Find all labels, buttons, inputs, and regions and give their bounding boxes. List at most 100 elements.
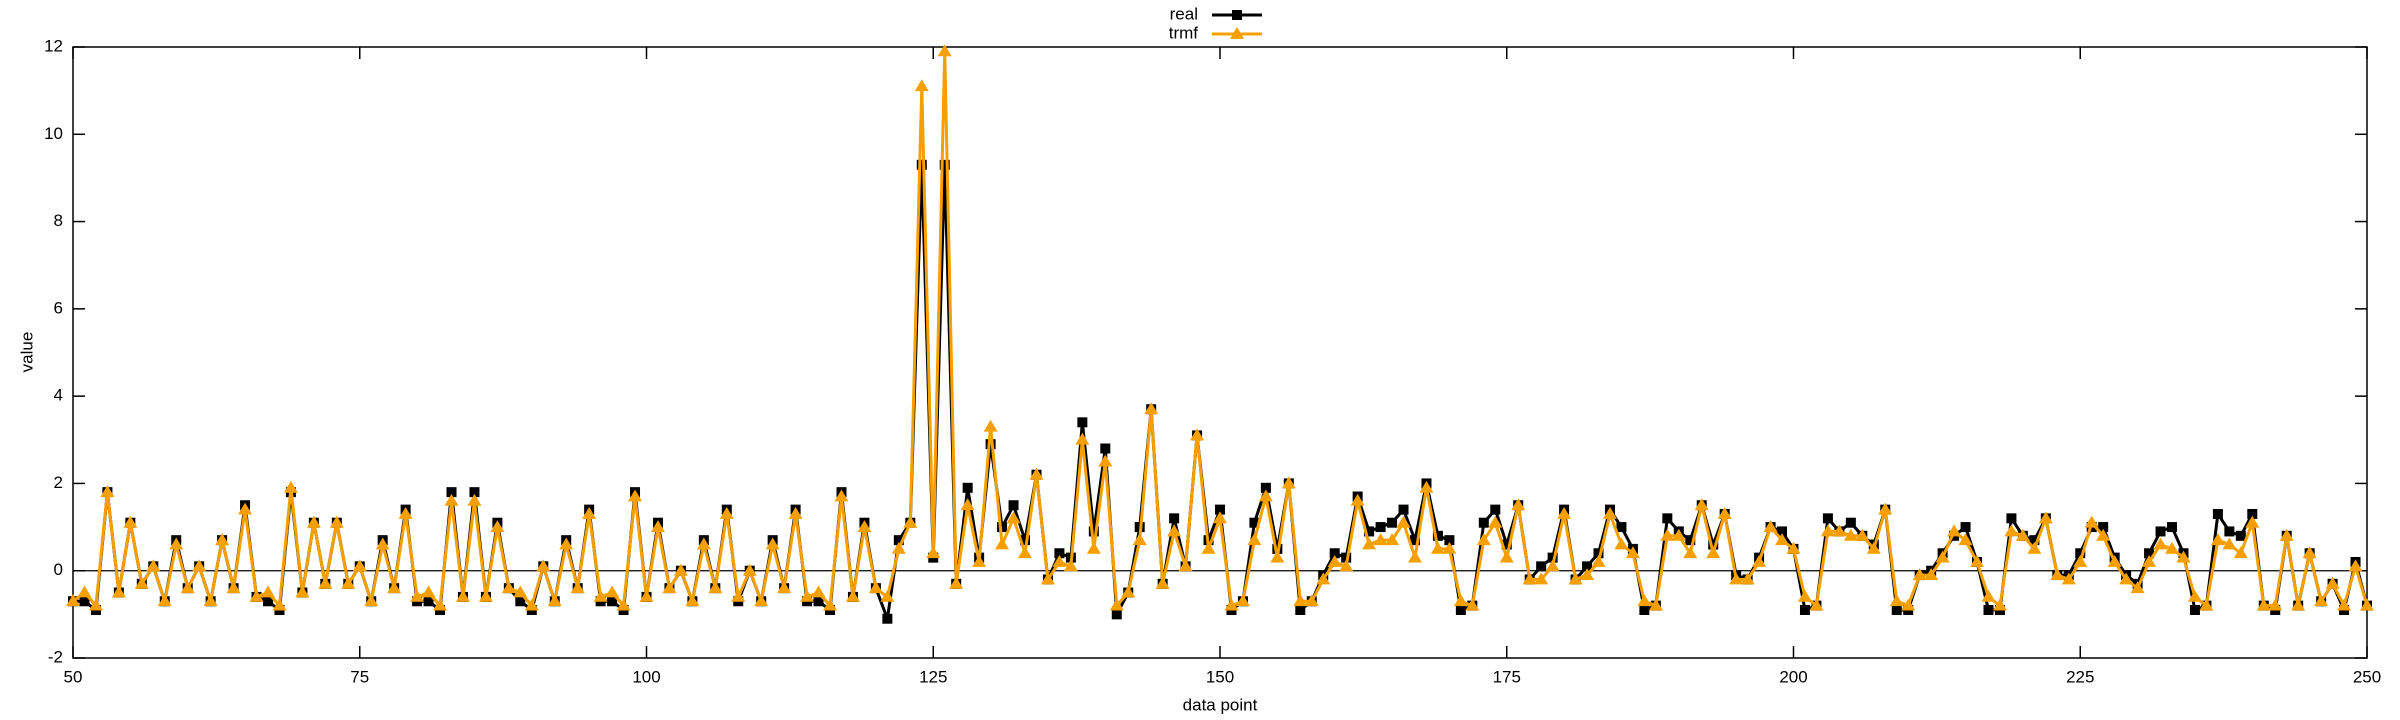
data-point xyxy=(1901,598,1916,611)
data-point xyxy=(1144,402,1159,415)
data-point xyxy=(2189,604,2200,615)
data-point xyxy=(1501,539,1512,550)
data-point xyxy=(559,537,574,550)
data-point xyxy=(1063,559,1078,572)
data-point xyxy=(134,576,149,589)
data-point xyxy=(800,589,815,602)
data-point xyxy=(1054,548,1065,559)
data-point xyxy=(2098,522,2109,533)
data-point xyxy=(1983,604,1994,615)
data-point xyxy=(283,480,298,493)
data-point xyxy=(1398,504,1409,515)
data-point xyxy=(2029,535,2040,546)
data-point xyxy=(616,598,631,611)
data-point xyxy=(628,489,643,502)
data-point xyxy=(2224,526,2235,537)
data-point xyxy=(536,559,551,572)
data-point xyxy=(903,515,918,528)
data-point xyxy=(1799,604,1810,615)
data-point xyxy=(765,537,780,550)
data-point xyxy=(2245,515,2260,528)
data-point xyxy=(262,596,273,607)
data-point xyxy=(1077,417,1088,428)
data-point xyxy=(868,581,883,594)
legend-label: trmf xyxy=(1169,23,1199,42)
data-point xyxy=(1685,535,1696,546)
data-point xyxy=(1568,572,1583,585)
data-point xyxy=(1924,568,1939,580)
data-point xyxy=(1947,524,1962,537)
data-point xyxy=(2279,528,2294,541)
data-point xyxy=(2155,526,2166,537)
data-point xyxy=(1935,550,1950,563)
data-point xyxy=(1201,541,1216,554)
data-point xyxy=(433,598,448,611)
data-point xyxy=(2153,537,2168,550)
data-point xyxy=(2142,554,2157,567)
data-point xyxy=(937,44,952,57)
data-point xyxy=(570,581,585,594)
data-point xyxy=(788,506,803,519)
data-point xyxy=(1109,598,1124,611)
data-point xyxy=(2165,541,2180,554)
y-tick-label: 2 xyxy=(54,473,63,492)
data-point xyxy=(1832,524,1847,537)
data-point xyxy=(1362,537,1377,550)
data-point xyxy=(421,585,436,598)
data-point xyxy=(1683,546,1698,559)
data-point xyxy=(1616,522,1627,533)
data-point xyxy=(1820,524,1835,537)
data-point xyxy=(1522,572,1537,585)
data-point xyxy=(2348,559,2363,572)
data-point xyxy=(2247,508,2258,519)
data-point xyxy=(203,594,218,607)
data-point xyxy=(708,581,723,594)
data-point xyxy=(1465,598,1480,611)
data-point xyxy=(1970,554,1985,567)
data-point xyxy=(169,537,184,550)
data-point xyxy=(1866,541,1881,554)
data-point xyxy=(547,594,562,607)
data-point xyxy=(1912,568,1927,580)
data-point xyxy=(1843,528,1858,541)
data-point xyxy=(1088,526,1099,537)
x-tick-label: 50 xyxy=(64,667,83,686)
data-point xyxy=(719,506,734,519)
data-point xyxy=(1536,561,1547,572)
data-point xyxy=(1100,443,1111,454)
data-point xyxy=(1387,517,1398,528)
plot-frame xyxy=(72,46,2368,659)
data-point xyxy=(478,589,493,602)
data-point xyxy=(857,520,872,532)
data-point xyxy=(423,596,434,607)
data-point xyxy=(1637,594,1652,607)
data-point xyxy=(2291,598,2306,611)
data-point xyxy=(1235,594,1250,607)
x-tick-label: 150 xyxy=(1206,667,1234,686)
data-point xyxy=(1339,559,1354,572)
data-point xyxy=(2107,554,2122,567)
data-point xyxy=(1992,598,2007,611)
data-point xyxy=(2360,598,2374,611)
data-point xyxy=(673,563,688,576)
y-tick-label: 8 xyxy=(54,211,63,230)
data-point xyxy=(2084,515,2099,528)
data-point xyxy=(949,576,964,589)
data-point xyxy=(2004,524,2019,537)
data-point xyxy=(2199,598,2214,611)
data-point xyxy=(455,589,470,602)
data-point xyxy=(916,159,927,170)
data-point xyxy=(1213,511,1227,524)
data-point xyxy=(524,598,539,611)
data-point xyxy=(845,589,860,602)
data-point xyxy=(1708,539,1719,550)
data-point xyxy=(1889,594,1904,607)
data-point xyxy=(1752,554,1767,567)
data-point xyxy=(1215,504,1225,515)
data-point xyxy=(410,589,425,602)
data-point xyxy=(444,493,459,506)
legend-marker xyxy=(1230,27,1244,39)
data-point xyxy=(1763,520,1778,532)
data-point xyxy=(939,159,950,170)
data-point xyxy=(513,585,528,598)
